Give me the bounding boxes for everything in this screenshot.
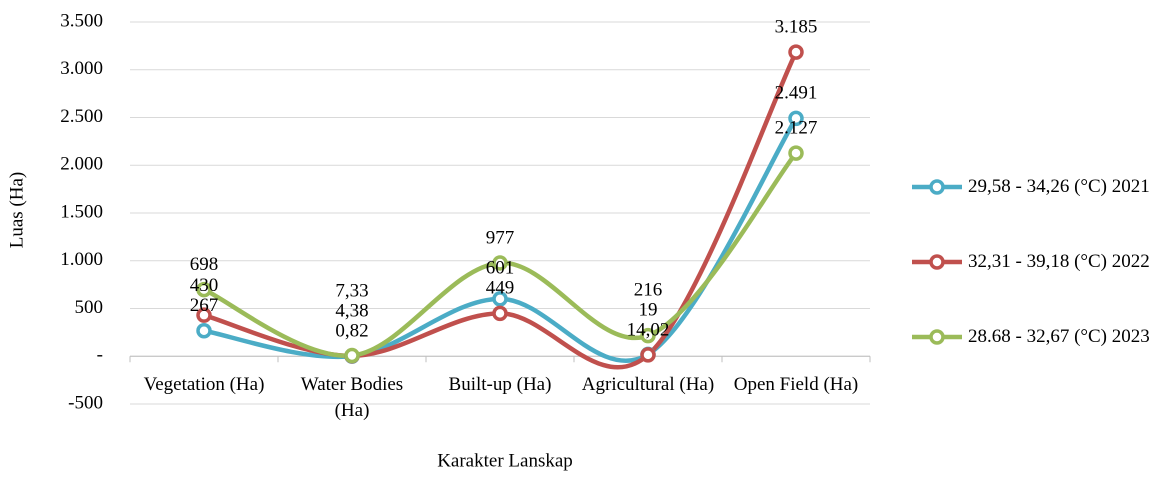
y-tick-label: -500 [68, 392, 103, 413]
point-marker [196, 307, 212, 323]
data-label: 216 [634, 279, 663, 300]
point-marker [788, 145, 804, 161]
legend-label: 28.68 - 32,67 (°C) 2023 [968, 326, 1150, 347]
data-label: 3.185 [775, 16, 818, 37]
data-label: 977 [486, 227, 515, 248]
x-tick-label: Water Bodies (Ha) [300, 374, 404, 421]
legend-label: 32,31 - 39,18 (°C) 2022 [968, 251, 1150, 272]
point-marker [788, 110, 804, 127]
data-label: 449 [486, 278, 515, 299]
data-label: 267 [190, 295, 219, 316]
data-label: 19 [639, 299, 658, 320]
point-marker [492, 291, 508, 307]
x-tick-label: Agricultural (Ha) [581, 374, 715, 395]
data-label: 0,82 [335, 321, 368, 342]
point-marker [640, 347, 656, 363]
data-label: 4,38 [335, 301, 368, 322]
data-label: 2.127 [775, 117, 818, 138]
y-tick-label: 3.000 [60, 58, 103, 79]
y-axis-title: Luas (Ha) [6, 172, 27, 249]
x-axis-title: Karakter Lanskap [437, 450, 573, 471]
y-tick-label: 2.000 [60, 154, 103, 175]
point-marker [492, 305, 508, 322]
legend-marker [929, 254, 945, 270]
data-label: 601 [486, 258, 515, 279]
y-tick-label: 1.000 [60, 249, 103, 270]
x-tick-label: Vegetation (Ha) [143, 374, 265, 395]
y-tick-label: 1.500 [60, 201, 103, 222]
point-marker [196, 323, 212, 339]
x-tick-label: Open Field (Ha) [733, 374, 859, 395]
data-label: 698 [190, 254, 219, 275]
data-label: 2.491 [775, 83, 818, 104]
y-tick-label: 2.500 [60, 106, 103, 127]
point-marker [640, 327, 656, 344]
y-tick-label: - [97, 345, 103, 366]
data-label: 7,33 [335, 281, 368, 302]
legend-marker [929, 329, 945, 345]
data-label: 14,02 [627, 319, 670, 340]
data-label: 430 [190, 275, 219, 296]
point-marker [788, 44, 804, 60]
y-tick-label: 3.500 [60, 10, 103, 31]
legend-label: 29,58 - 34,26 (°C) 2021 [968, 176, 1150, 197]
point-marker [344, 347, 360, 364]
y-tick-label: 500 [75, 297, 104, 318]
x-tick-label: Built-up (Ha) [448, 374, 552, 395]
legend-marker [929, 179, 945, 195]
point-marker [492, 255, 508, 271]
point-marker [196, 281, 212, 298]
